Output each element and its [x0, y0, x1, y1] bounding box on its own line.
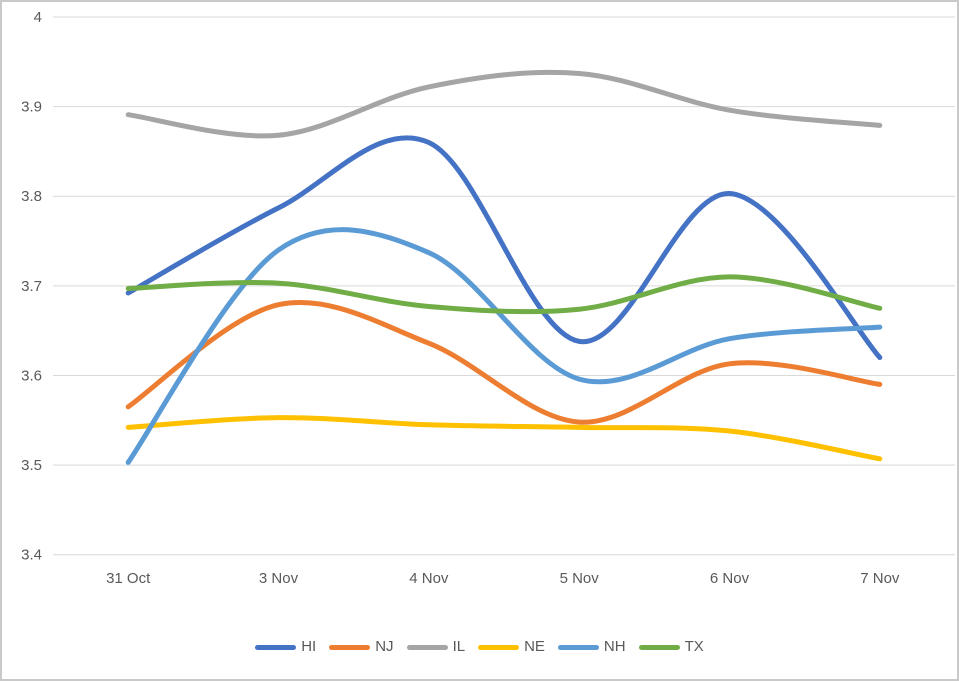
x-axis-tick-label: 3 Nov [259, 570, 299, 587]
legend-item-il[interactable]: IL [406, 638, 466, 656]
series-line-ne[interactable] [125, 415, 883, 462]
legend: HI NJ IL NE NH TX [2, 638, 957, 656]
legend-label: NH [603, 638, 626, 655]
legend-item-nh[interactable]: NH [557, 638, 626, 656]
legend-line-swatch-icon [557, 644, 599, 650]
legend-line-swatch-icon [329, 644, 371, 650]
x-axis-tick-label: 6 Nov [710, 570, 750, 587]
legend-item-ne[interactable]: NE [478, 638, 545, 656]
legend-line-swatch-icon [638, 644, 680, 650]
legend-label: NE [524, 638, 545, 655]
y-axis-tick-label: 3.8 [21, 188, 42, 205]
x-axis-tick-label: 31 Oct [106, 570, 151, 587]
legend-line-swatch-icon [406, 644, 448, 650]
legend-item-nj[interactable]: NJ [329, 638, 394, 656]
legend-item-hi[interactable]: HI [255, 638, 316, 656]
y-axis-tick-label: 3.9 [21, 99, 42, 116]
legend-line-swatch-icon [255, 644, 297, 650]
x-axis-tick-label: 4 Nov [409, 570, 449, 587]
y-axis-tick-label: 3.7 [21, 278, 42, 295]
x-axis-tick-label: 7 Nov [860, 570, 900, 587]
legend-label: TX [684, 638, 704, 655]
legend-line-swatch-icon [478, 644, 520, 650]
legend-item-tx[interactable]: TX [638, 638, 704, 656]
series-line-tx[interactable] [125, 274, 883, 315]
y-axis-tick-label: 3.5 [21, 457, 42, 474]
y-axis-tick-label: 3.6 [21, 367, 42, 384]
legend-label: IL [452, 638, 466, 655]
legend-label: HI [301, 638, 317, 655]
series-line-nj[interactable] [125, 299, 883, 425]
y-axis-tick-label: 4 [34, 9, 42, 26]
y-axis-tick-label: 3.4 [21, 547, 42, 564]
x-axis-tick-label: 5 Nov [560, 570, 600, 587]
series-line-hi[interactable] [125, 135, 883, 360]
legend-label: NJ [375, 638, 394, 655]
series-line-nh[interactable] [125, 227, 883, 465]
series-line-il[interactable] [125, 69, 883, 139]
